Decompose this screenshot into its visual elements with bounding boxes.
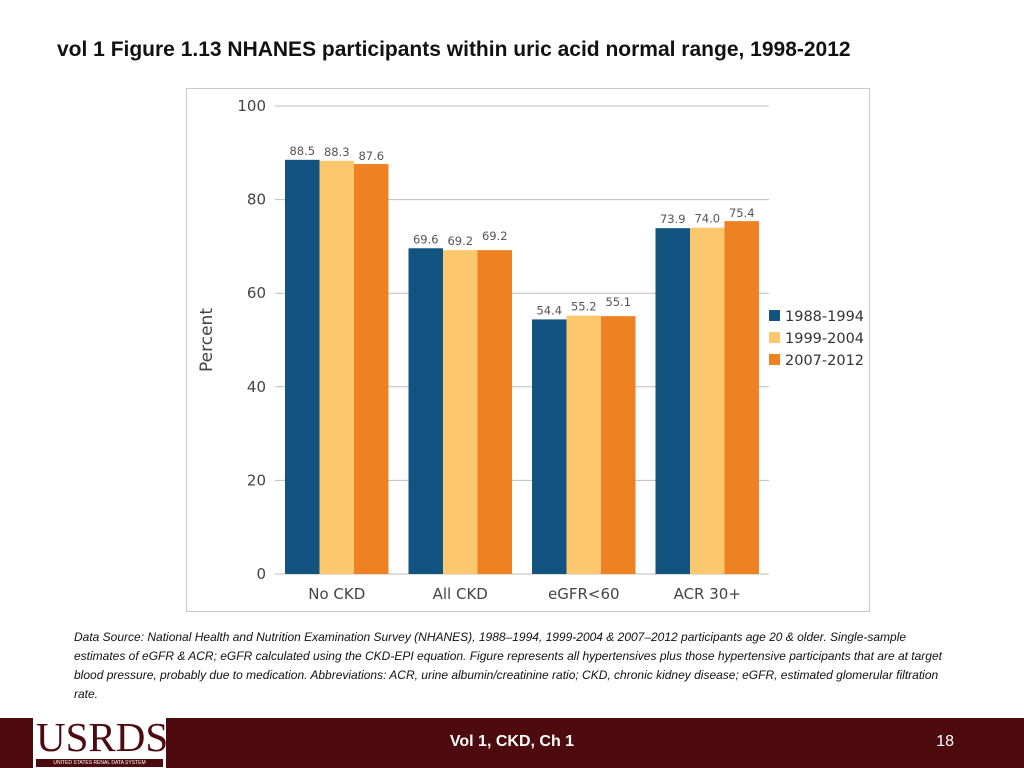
data-label-acr-30-2007-2012: 75.4 bbox=[729, 206, 755, 220]
y-tick-label-0: 0 bbox=[256, 565, 266, 583]
y-tick-label-100: 100 bbox=[237, 97, 266, 115]
x-tick-label-all-ckd: All CKD bbox=[433, 585, 488, 603]
bar-no-ckd-1988-1994 bbox=[285, 159, 320, 574]
y-tick-label-20: 20 bbox=[247, 471, 266, 489]
bar-all-ckd-2007-2012 bbox=[477, 250, 512, 575]
data-label-acr-30-1988-1994: 73.9 bbox=[660, 212, 686, 226]
data-label-acr-30-1999-2004: 74.0 bbox=[694, 212, 720, 226]
bar-all-ckd-1999-2004 bbox=[443, 250, 478, 575]
bar-egfr-60-1999-2004 bbox=[566, 315, 601, 574]
y-tick-label-60: 60 bbox=[247, 284, 266, 302]
data-label-all-ckd-1988-1994: 69.6 bbox=[413, 232, 439, 246]
slide-title: vol 1 Figure 1.13 NHANES participants wi… bbox=[57, 38, 851, 61]
y-tick-label-40: 40 bbox=[247, 378, 266, 396]
data-label-egfr-60-1999-2004: 55.2 bbox=[571, 300, 597, 314]
bar-no-ckd-2007-2012 bbox=[354, 164, 389, 575]
x-tick-label-no-ckd: No CKD bbox=[308, 585, 365, 603]
data-label-all-ckd-1999-2004: 69.2 bbox=[447, 234, 473, 248]
bar-acr-30-1988-1994 bbox=[655, 228, 690, 574]
y-axis-label: Percent bbox=[197, 308, 217, 372]
data-label-all-ckd-2007-2012: 69.2 bbox=[482, 229, 508, 243]
logo-subtext: UNITED STATES RENAL DATA SYSTEM bbox=[53, 760, 146, 766]
x-tick-label-egfr-60: eGFR<60 bbox=[548, 585, 620, 603]
data-label-no-ckd-1999-2004: 88.3 bbox=[324, 145, 350, 159]
legend-label-1988-1994: 1988-1994 bbox=[785, 309, 864, 325]
legend-swatch-1999-2004 bbox=[769, 332, 780, 343]
footer-section-label: Vol 1, CKD, Ch 1 bbox=[449, 733, 575, 750]
x-tick-label-acr-30: ACR 30+ bbox=[674, 585, 741, 603]
legend-label-1999-2004: 1999-2004 bbox=[785, 331, 864, 347]
footer-bar bbox=[0, 718, 1024, 768]
bar-acr-30-2007-2012 bbox=[724, 221, 759, 575]
logo-underline bbox=[36, 759, 163, 767]
data-label-egfr-60-1988-1994: 54.4 bbox=[536, 303, 562, 317]
bar-chart: 0 20 40 60 80 100 Percent 88.5 88.3 87.6 No CKD 69.… bbox=[197, 97, 864, 603]
legend-swatch-1988-1994 bbox=[769, 310, 780, 321]
bar-egfr-60-2007-2012 bbox=[601, 316, 636, 574]
bar-no-ckd-1999-2004 bbox=[319, 160, 354, 575]
logo-wordmark: USRDS bbox=[36, 714, 169, 760]
data-label-egfr-60-2007-2012: 55.1 bbox=[605, 295, 631, 309]
chart-frame: 0 20 40 60 80 100 Percent 88.5 88.3 87.6 No CKD 69.… bbox=[186, 88, 870, 612]
y-tick-label-80: 80 bbox=[247, 191, 266, 209]
data-source-note: Data Source: National Health and Nutriti… bbox=[74, 630, 942, 701]
bar-acr-30-1999-2004 bbox=[690, 227, 725, 574]
data-label-no-ckd-2007-2012: 87.6 bbox=[358, 149, 384, 163]
legend-swatch-2007-2012 bbox=[769, 354, 780, 365]
data-label-no-ckd-1988-1994: 88.5 bbox=[289, 144, 315, 158]
legend-label-2007-2012: 2007-2012 bbox=[785, 353, 864, 369]
bar-all-ckd-1988-1994 bbox=[408, 248, 443, 574]
page-number: 18 bbox=[936, 733, 954, 750]
usrds-logo: USRDS UNITED STATES RENAL DATA SYSTEM bbox=[33, 713, 169, 768]
bar-egfr-60-1988-1994 bbox=[532, 319, 567, 574]
